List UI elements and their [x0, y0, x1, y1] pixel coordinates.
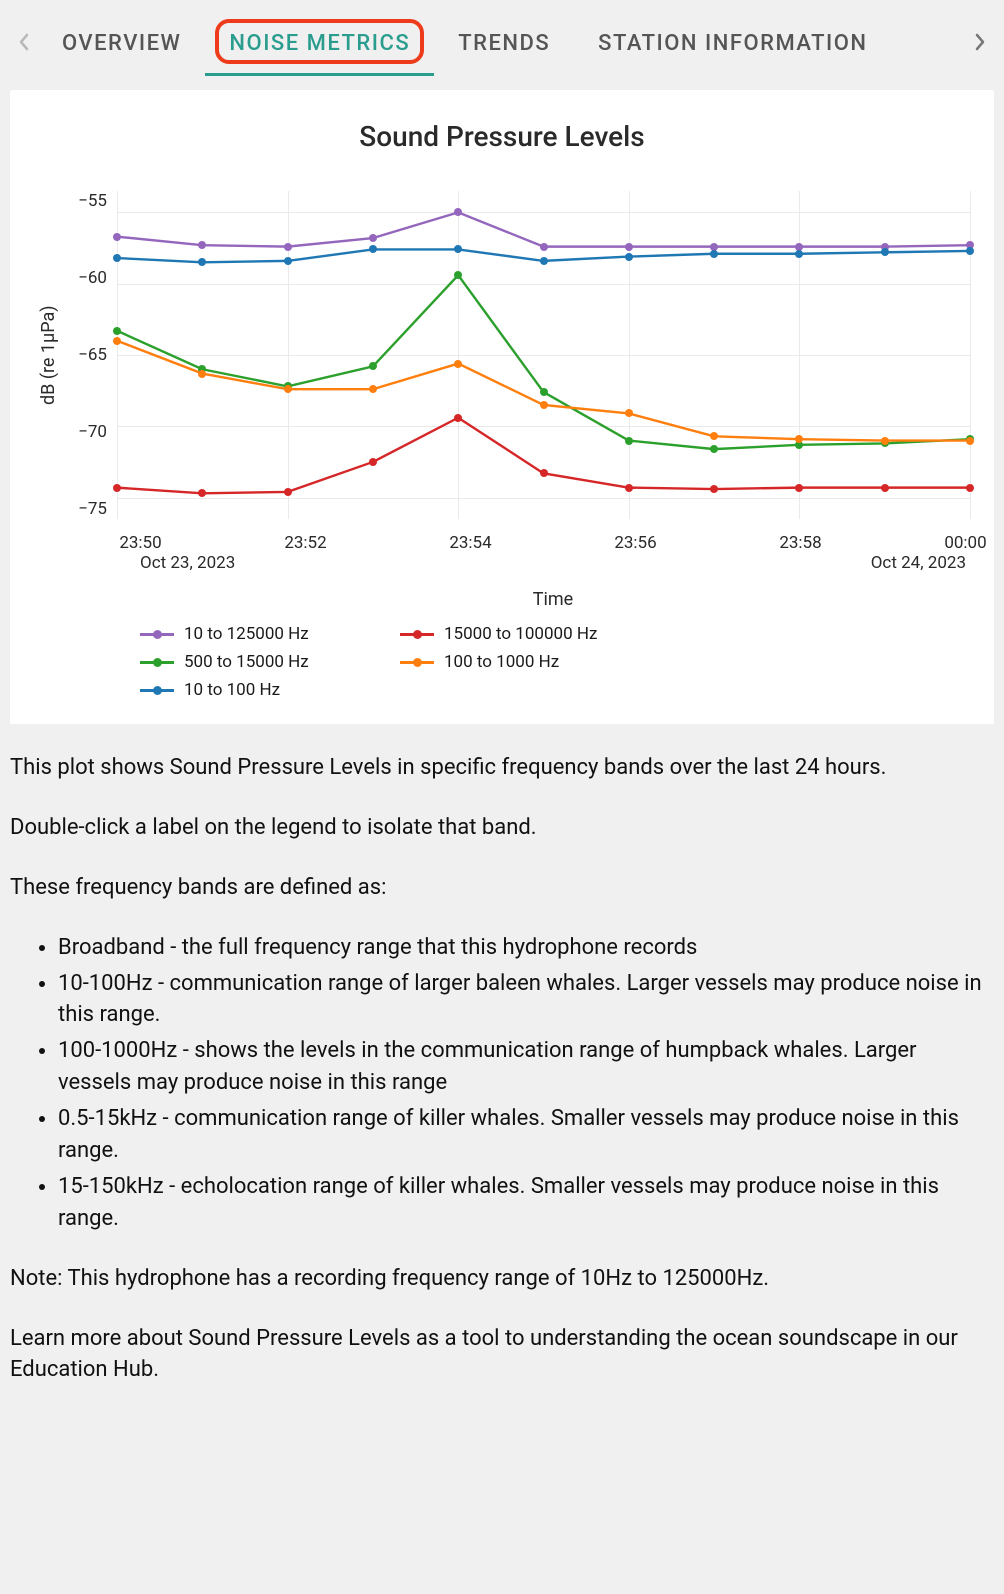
tab-trends[interactable]: TRENDS [434, 9, 574, 76]
list-item: 15-150kHz - echolocation range of killer… [58, 1171, 994, 1235]
series-marker[interactable] [540, 469, 548, 477]
series-marker[interactable] [881, 484, 889, 492]
x-date-left: Oct 23, 2023 [140, 553, 235, 573]
description-paragraph: Double-click a label on the legend to is… [10, 812, 994, 844]
series-marker[interactable] [625, 484, 633, 492]
legend-swatch [140, 627, 174, 641]
series-marker[interactable] [454, 414, 462, 422]
series-line[interactable] [117, 275, 970, 449]
series-marker[interactable] [540, 388, 548, 396]
series-marker[interactable] [284, 243, 292, 251]
description-block: This plot shows Sound Pressure Levels in… [0, 724, 1004, 1462]
legend-label: 15000 to 100000 Hz [444, 624, 597, 644]
series-marker[interactable] [113, 254, 121, 262]
tab-station-information[interactable]: STATION INFORMATION [574, 9, 891, 76]
series-marker[interactable] [369, 234, 377, 242]
legend-swatch [140, 683, 174, 697]
y-tick: −65 [67, 345, 107, 365]
x-tick: 00:00 [965, 533, 966, 553]
legend-item[interactable]: 10 to 125000 Hz [140, 624, 380, 644]
list-item: 10-100Hz - communication range of larger… [58, 968, 994, 1032]
y-axis-ticks: −55 −60 −65 −70 −75 [63, 185, 117, 525]
series-marker[interactable] [540, 401, 548, 409]
series-marker[interactable] [284, 257, 292, 265]
y-axis-label: dB (re 1µPa) [34, 185, 63, 525]
series-line[interactable] [117, 418, 970, 494]
x-axis-label: Time [140, 573, 966, 610]
series-marker[interactable] [710, 250, 718, 258]
chevron-left-icon [18, 33, 30, 51]
legend-item[interactable]: 500 to 15000 Hz [140, 652, 380, 672]
tab-noise-metrics[interactable]: NOISE METRICS [205, 9, 434, 76]
list-item: Broadband - the full frequency range tha… [58, 932, 994, 964]
legend-label: 10 to 100 Hz [184, 680, 280, 700]
chevron-right-icon [974, 33, 986, 51]
x-axis: 23:50 23:52 23:54 23:56 23:58 00:00 Oct 23, 2… [140, 525, 966, 610]
x-date-right: Oct 24, 2023 [871, 553, 966, 573]
series-marker[interactable] [113, 233, 121, 241]
tabs-bar: OVERVIEW NOISE METRICS TRENDS STATION INFOR… [0, 0, 1004, 84]
y-tick: −75 [67, 499, 107, 519]
legend-swatch [400, 627, 434, 641]
y-tick: −70 [67, 422, 107, 442]
legend-swatch [140, 655, 174, 669]
series-marker[interactable] [966, 247, 974, 255]
x-tick: 23:52 [305, 533, 306, 553]
tab-label: NOISE METRICS [229, 31, 410, 56]
tabs-scroll-left[interactable] [10, 28, 38, 56]
tab-overview[interactable]: OVERVIEW [38, 9, 205, 76]
legend-item[interactable]: 100 to 1000 Hz [400, 652, 640, 672]
list-item: 100-1000Hz - shows the levels in the com… [58, 1035, 994, 1099]
plot-region[interactable] [117, 185, 970, 525]
legend-label: 100 to 1000 Hz [444, 652, 559, 672]
x-tick: 23:56 [635, 533, 636, 553]
series-marker[interactable] [284, 385, 292, 393]
gridline-v [970, 191, 971, 519]
series-marker[interactable] [540, 243, 548, 251]
tab-label: STATION INFORMATION [598, 31, 867, 56]
tab-label: TRENDS [458, 31, 550, 56]
x-axis-ticks: 23:50 23:52 23:54 23:56 23:58 00:00 [140, 525, 966, 553]
x-tick: 23:50 [140, 533, 141, 553]
series-line[interactable] [117, 212, 970, 246]
x-tick: 23:54 [470, 533, 471, 553]
series-marker[interactable] [113, 484, 121, 492]
y-tick: −55 [67, 191, 107, 211]
series-marker[interactable] [881, 437, 889, 445]
series-marker[interactable] [966, 437, 974, 445]
chart-area: dB (re 1µPa) −55 −60 −65 −70 −75 [34, 185, 970, 525]
series-marker[interactable] [540, 257, 548, 265]
description-paragraph: This plot shows Sound Pressure Levels in… [10, 752, 994, 784]
series-marker[interactable] [966, 484, 974, 492]
list-item: 0.5-15kHz - communication range of kille… [58, 1103, 994, 1167]
chart-legend: 10 to 125000 Hz 15000 to 100000 Hz 500 to … [140, 624, 640, 700]
y-tick: −60 [67, 268, 107, 288]
series-marker[interactable] [881, 248, 889, 256]
chart-title: Sound Pressure Levels [34, 120, 970, 153]
description-paragraph: Note: This hydrophone has a recording fr… [10, 1263, 994, 1295]
series-marker[interactable] [625, 437, 633, 445]
series-marker[interactable] [625, 253, 633, 261]
legend-item[interactable]: 10 to 100 Hz [140, 680, 380, 700]
series-marker[interactable] [113, 327, 121, 335]
tabs-list: OVERVIEW NOISE METRICS TRENDS STATION INFOR… [38, 9, 966, 76]
legend-item[interactable]: 15000 to 100000 Hz [400, 624, 640, 644]
x-tick: 23:58 [800, 533, 801, 553]
series-marker[interactable] [284, 488, 292, 496]
legend-label: 10 to 125000 Hz [184, 624, 309, 644]
series-marker[interactable] [369, 458, 377, 466]
tab-label: OVERVIEW [62, 31, 181, 56]
series-marker[interactable] [198, 370, 206, 378]
series-marker[interactable] [454, 360, 462, 368]
legend-label: 500 to 15000 Hz [184, 652, 309, 672]
series-marker[interactable] [625, 243, 633, 251]
frequency-band-list: Broadband - the full frequency range tha… [58, 932, 994, 1235]
description-paragraph: These frequency bands are defined as: [10, 872, 994, 904]
series-marker[interactable] [113, 337, 121, 345]
chart-card: Sound Pressure Levels dB (re 1µPa) −55 −6… [10, 90, 994, 724]
legend-swatch [400, 655, 434, 669]
description-paragraph: Learn more about Sound Pressure Levels a… [10, 1323, 994, 1387]
tabs-scroll-right[interactable] [966, 28, 994, 56]
